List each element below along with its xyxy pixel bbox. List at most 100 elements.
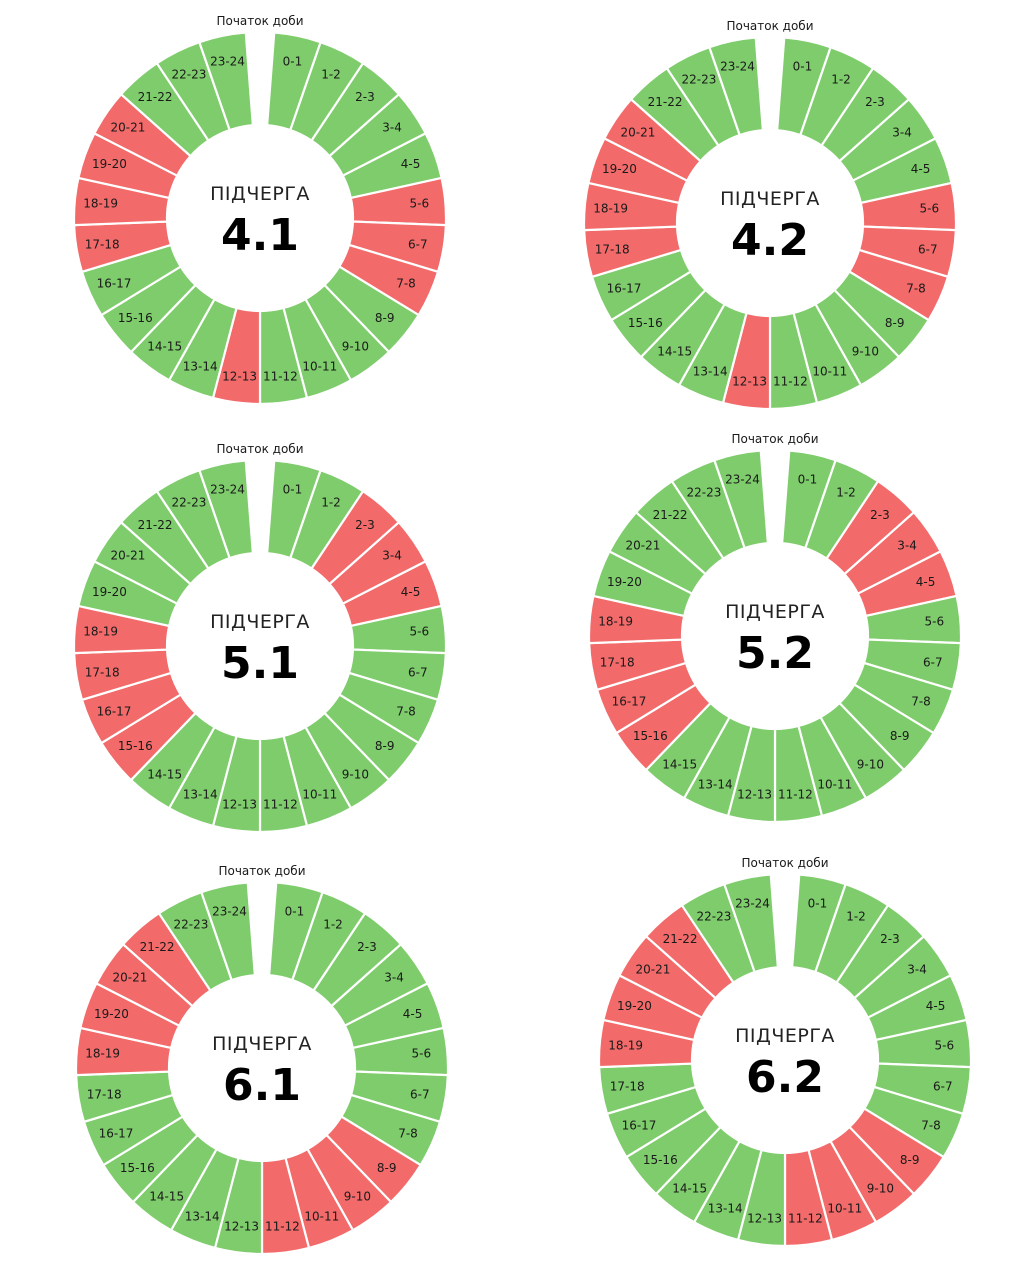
segment-label: 12-13 <box>737 788 772 802</box>
day-start-label: Початок доби <box>731 432 818 446</box>
segment-label: 1-2 <box>323 918 343 932</box>
segment-label: 16-17 <box>612 694 647 708</box>
segment-label: 17-18 <box>600 655 635 669</box>
segment-label: 11-12 <box>263 798 298 812</box>
segment-label: 1-2 <box>321 68 341 82</box>
segment-label: 10-11 <box>827 1201 862 1215</box>
segment-label: 12-13 <box>224 1220 259 1234</box>
segment-label: 3-4 <box>382 549 402 563</box>
segment-label: 2-3 <box>880 932 900 946</box>
segment-label: 17-18 <box>85 237 120 251</box>
segment-label: 5-6 <box>920 202 940 216</box>
subqueue-number: 5.2 <box>736 628 814 679</box>
segment-label: 2-3 <box>355 90 375 104</box>
segment-label: 20-21 <box>111 549 146 563</box>
segment-label: 12-13 <box>747 1212 782 1226</box>
segment-label: 14-15 <box>147 339 182 353</box>
segment-label: 14-15 <box>657 344 692 358</box>
segment-label: 16-17 <box>622 1118 657 1132</box>
segment-label: 23-24 <box>210 54 245 68</box>
subqueue-title: ПІДЧЕРГА <box>210 611 310 633</box>
segment-label: 19-20 <box>94 1007 129 1021</box>
segment-label: 16-17 <box>97 276 132 290</box>
day-start-label: Початок доби <box>741 856 828 870</box>
segment-label: 8-9 <box>375 311 395 325</box>
segment-label: 2-3 <box>357 940 377 954</box>
segment-label: 2-3 <box>865 95 885 109</box>
schedule-dial-6-1: 0-1 1-2 2-3 3-4 4-5 5-6 6-7 7-8 8-9 9-10 10-11 11-1… <box>74 864 450 1256</box>
segment-23-24 <box>197 459 255 560</box>
segment-label: 21-22 <box>140 940 175 954</box>
segment-label: 4-5 <box>911 162 931 176</box>
segment-label: 13-14 <box>183 359 218 373</box>
segment-label: 1-2 <box>321 496 341 510</box>
segment-label: 22-23 <box>687 486 722 500</box>
segment-label: 10-11 <box>304 1209 339 1223</box>
segment-label: 0-1 <box>798 472 818 486</box>
segment-label: 18-19 <box>598 615 633 629</box>
segment-label: 18-19 <box>608 1039 643 1053</box>
schedule-dial-5-2: 0-1 1-2 2-3 3-4 4-5 5-6 6-7 7-8 8-9 9-10 10-11 11-1… <box>587 432 963 824</box>
segment-23-24 <box>199 881 257 982</box>
segment-label: 3-4 <box>907 963 927 977</box>
segment-23-24 <box>712 449 770 550</box>
subqueue-number: 5.1 <box>221 638 299 689</box>
segment-label: 15-16 <box>643 1153 678 1167</box>
segment-label: 17-18 <box>610 1079 645 1093</box>
segment-label: 3-4 <box>384 971 404 985</box>
segment-label: 5-6 <box>410 625 430 639</box>
segment-label: 5-6 <box>935 1039 955 1053</box>
schedule-dial-5-1: 0-1 1-2 2-3 3-4 4-5 5-6 6-7 7-8 8-9 9-10 10-11 11-1… <box>72 442 448 834</box>
segment-label: 9-10 <box>344 1189 371 1203</box>
segment-label: 11-12 <box>788 1212 823 1226</box>
day-start-label: Початок доби <box>216 14 303 28</box>
segment-label: 15-16 <box>120 1161 155 1175</box>
segment-label: 9-10 <box>857 757 884 771</box>
segment-23-24 <box>722 873 780 974</box>
schedule-dial-6-2: 0-1 1-2 2-3 3-4 4-5 5-6 6-7 7-8 8-9 9-10 10-11 11-1… <box>597 856 973 1248</box>
segment-label: 7-8 <box>921 1118 941 1132</box>
segment-label: 8-9 <box>377 1161 397 1175</box>
subqueue-number: 4.1 <box>221 210 299 261</box>
segment-label: 22-23 <box>174 918 209 932</box>
segment-label: 1-2 <box>836 486 856 500</box>
segment-label: 3-4 <box>892 126 912 140</box>
segment-label: 13-14 <box>708 1201 743 1215</box>
segment-label: 16-17 <box>97 704 132 718</box>
subqueue-title: ПІДЧЕРГА <box>720 188 820 210</box>
segment-label: 15-16 <box>118 739 153 753</box>
segment-label: 1-2 <box>831 73 851 87</box>
segment-label: 19-20 <box>92 585 127 599</box>
segment-label: 10-11 <box>302 787 337 801</box>
day-start-label: Початок доби <box>216 442 303 456</box>
segment-label: 19-20 <box>617 999 652 1013</box>
segment-label: 16-17 <box>99 1126 134 1140</box>
segment-label: 21-22 <box>653 508 688 522</box>
segment-label: 10-11 <box>817 777 852 791</box>
day-start-label: Початок доби <box>218 864 305 878</box>
subqueue-number: 6.1 <box>223 1060 301 1111</box>
segment-label: 18-19 <box>83 625 118 639</box>
segment-label: 11-12 <box>773 375 808 389</box>
segment-label: 22-23 <box>682 73 717 87</box>
segment-label: 20-21 <box>636 963 671 977</box>
segment-label: 12-13 <box>222 370 257 384</box>
segment-label: 18-19 <box>593 202 628 216</box>
segment-label: 13-14 <box>693 364 728 378</box>
segment-label: 13-14 <box>183 787 218 801</box>
segment-label: 8-9 <box>900 1153 920 1167</box>
segment-label: 21-22 <box>663 932 698 946</box>
segment-label: 21-22 <box>138 90 173 104</box>
segment-label: 9-10 <box>342 767 369 781</box>
segment-23-24 <box>707 36 765 137</box>
segment-label: 19-20 <box>602 162 637 176</box>
segment-label: 6-7 <box>410 1087 430 1101</box>
segment-label: 9-10 <box>867 1181 894 1195</box>
segment-label: 2-3 <box>870 508 890 522</box>
segment-label: 7-8 <box>911 694 931 708</box>
subqueue-title: ПІДЧЕРГА <box>735 1025 835 1047</box>
day-start-label: Початок доби <box>726 19 813 33</box>
segment-label: 3-4 <box>897 539 917 553</box>
segment-label: 18-19 <box>83 197 118 211</box>
segment-label: 21-22 <box>138 518 173 532</box>
